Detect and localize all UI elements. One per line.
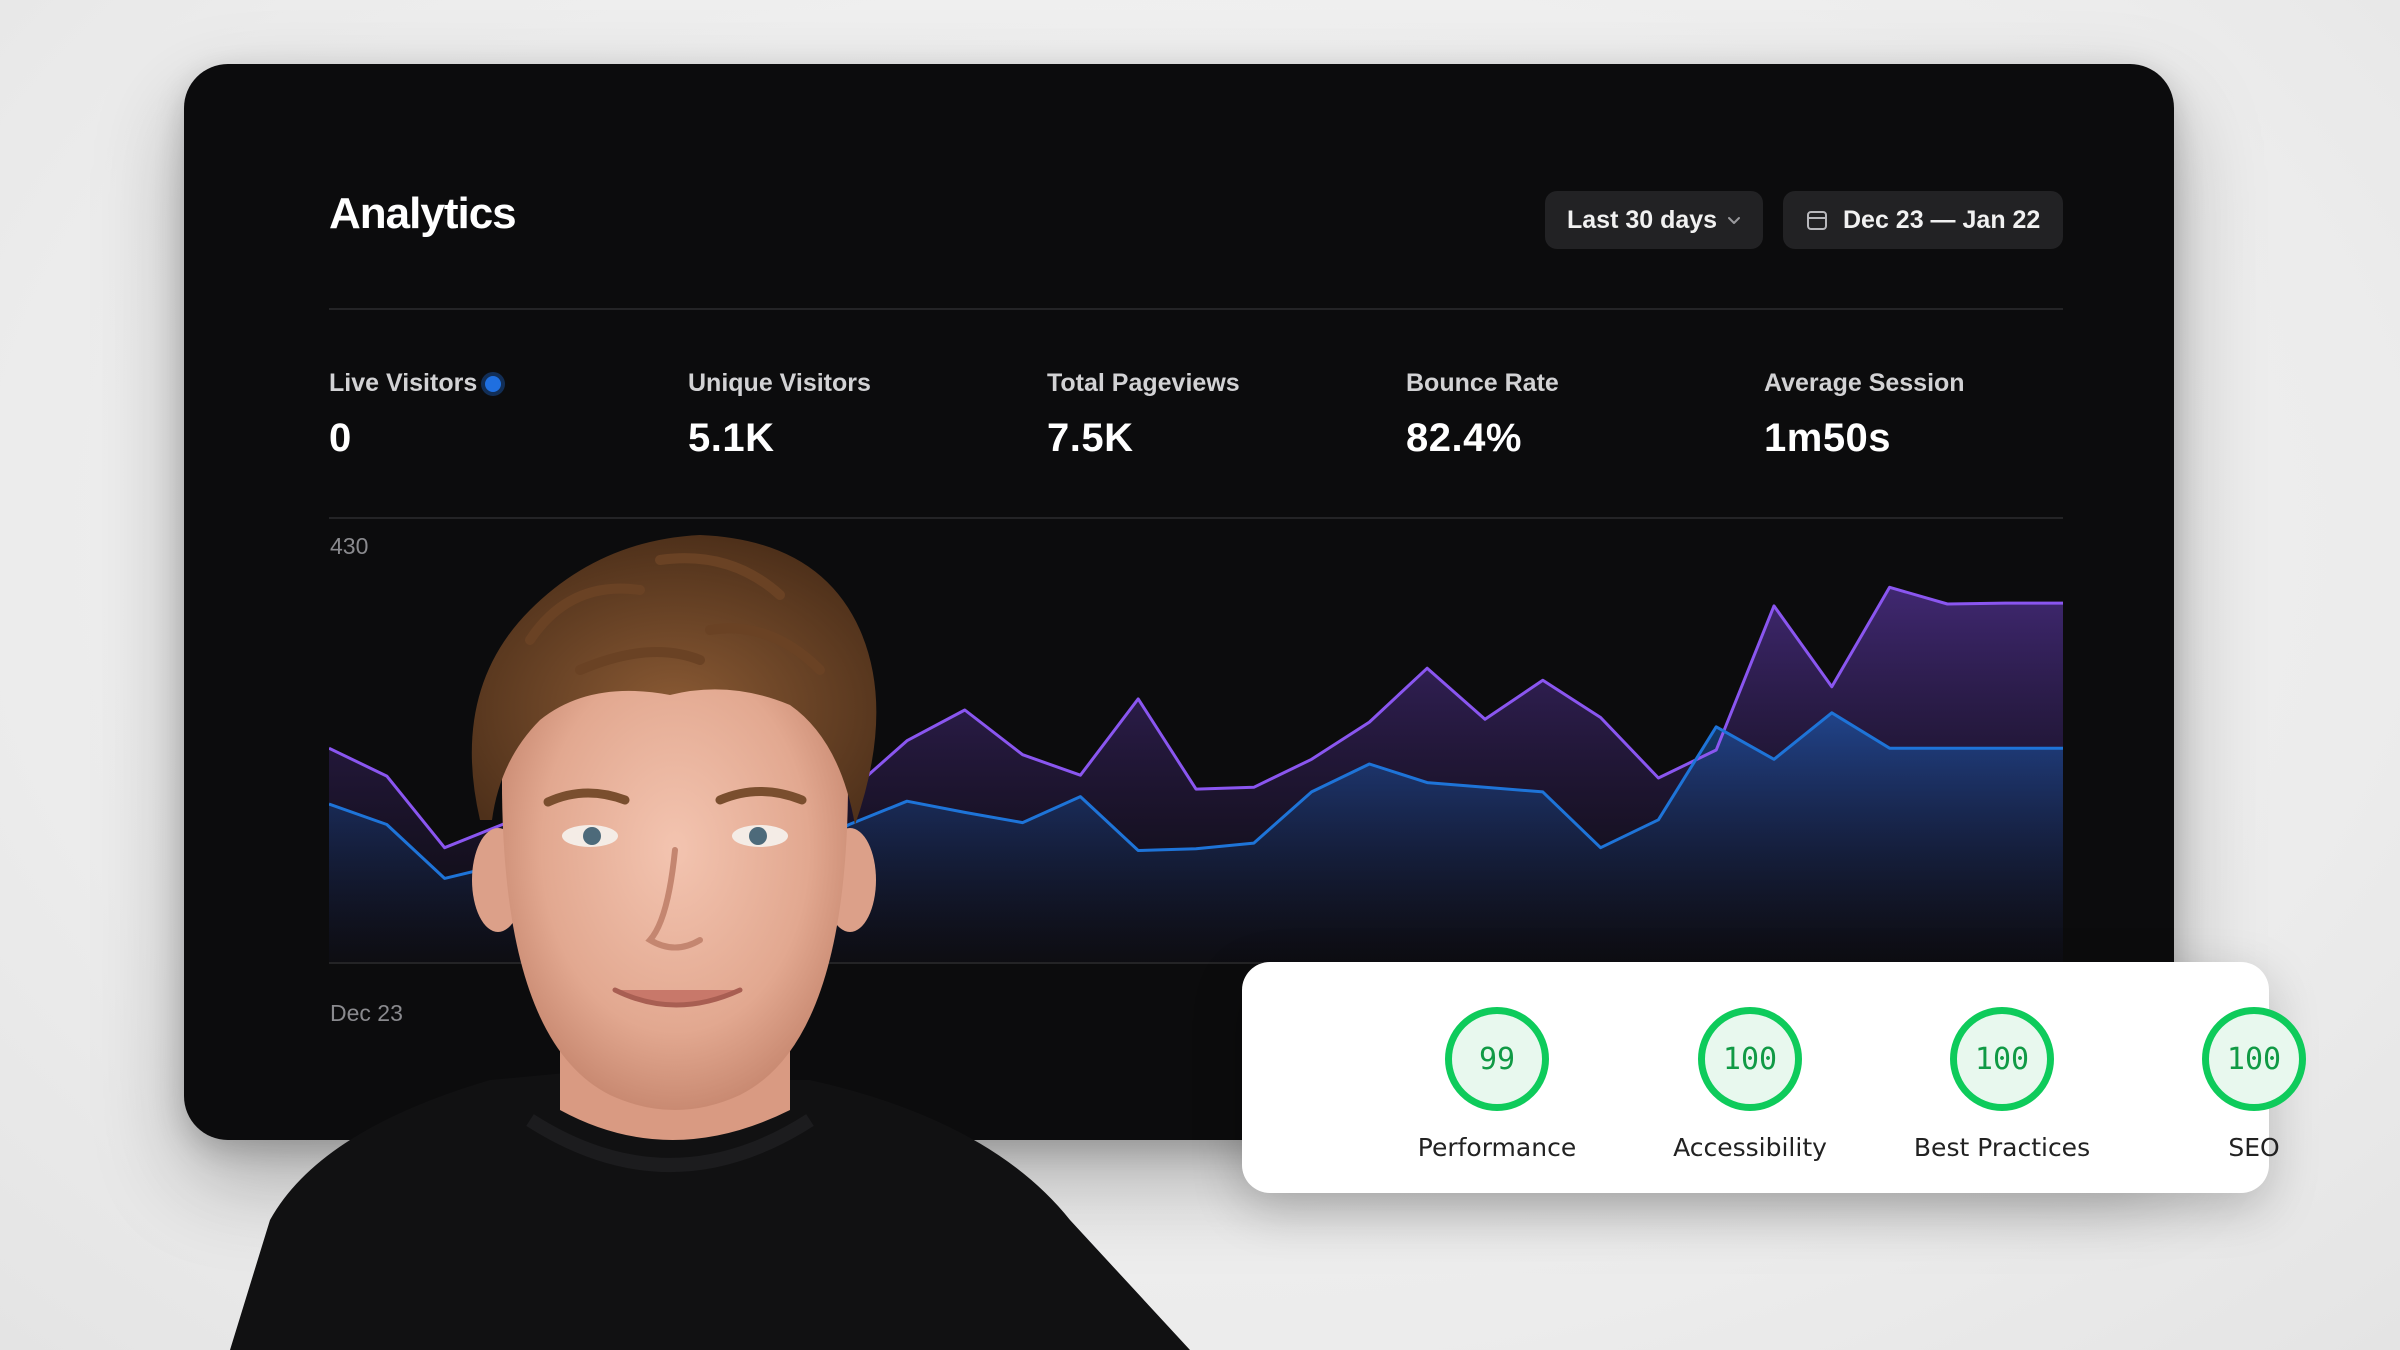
person-photo xyxy=(230,535,1190,1350)
gauge-label: Best Practices xyxy=(1913,1133,2091,1162)
metric-bounce-rate: Bounce Rate 82.4% xyxy=(1406,369,1559,461)
x-tick-label: Dec 23 xyxy=(330,1000,403,1026)
chart-baseline xyxy=(329,962,2063,964)
metrics-divider xyxy=(329,517,2063,519)
gauge-label: SEO xyxy=(2228,1133,2280,1162)
metric-average-session: Average Session 1m50s xyxy=(1764,369,1965,461)
chevron-down-icon xyxy=(1728,217,1740,224)
metric-value: 5.1K xyxy=(688,416,775,460)
gauge-label: Accessibility xyxy=(1673,1133,1827,1162)
gauge-best-practices: 100 Best Practices xyxy=(1892,1007,2112,1162)
page-title: Analytics xyxy=(329,189,517,238)
gauge-performance: 99 Performance xyxy=(1387,1007,1607,1162)
metric-value: 0 xyxy=(329,416,352,460)
date-range-label: Dec 23 — Jan 22 xyxy=(1843,205,2041,234)
metric-value: 82.4% xyxy=(1406,416,1522,460)
range-select-label: Last 30 days xyxy=(1567,205,1718,234)
metric-value: 7.5K xyxy=(1047,416,1134,460)
metric-live-visitors: Live Visitors 0 xyxy=(329,369,502,461)
metric-total-pageviews: Total Pageviews 7.5K xyxy=(1047,369,1240,461)
metric-label: Bounce Rate xyxy=(1406,369,1559,397)
range-select[interactable]: Last 30 days xyxy=(1545,191,1763,249)
calendar-icon xyxy=(1807,211,1827,230)
gauge-accessibility: 100 Accessibility xyxy=(1640,1007,1860,1162)
metric-unique-visitors: Unique Visitors 5.1K xyxy=(688,369,871,461)
header-divider xyxy=(329,308,2063,310)
gauge-seo: 100 SEO xyxy=(2144,1007,2364,1162)
metric-label: Average Session xyxy=(1764,369,1965,397)
y-tick-label: 430 xyxy=(330,533,369,559)
score-ring: 100 xyxy=(2202,1007,2306,1111)
metric-value: 1m50s xyxy=(1764,416,1892,460)
gauge-label: Performance xyxy=(1417,1133,1577,1162)
score-ring: 100 xyxy=(1950,1007,2054,1111)
date-range-button[interactable]: Dec 23 — Jan 22 xyxy=(1783,191,2063,249)
score-ring: 100 xyxy=(1698,1007,1802,1111)
lighthouse-scores-card: 99 Performance 100 Accessibility 100 Bes… xyxy=(1242,962,2306,1193)
score-ring: 99 xyxy=(1445,1007,1549,1111)
metric-label: Total Pageviews xyxy=(1047,369,1240,397)
metric-label: Unique Visitors xyxy=(688,369,871,397)
live-dot-icon xyxy=(485,375,502,392)
metric-label: Live Visitors xyxy=(329,369,478,397)
